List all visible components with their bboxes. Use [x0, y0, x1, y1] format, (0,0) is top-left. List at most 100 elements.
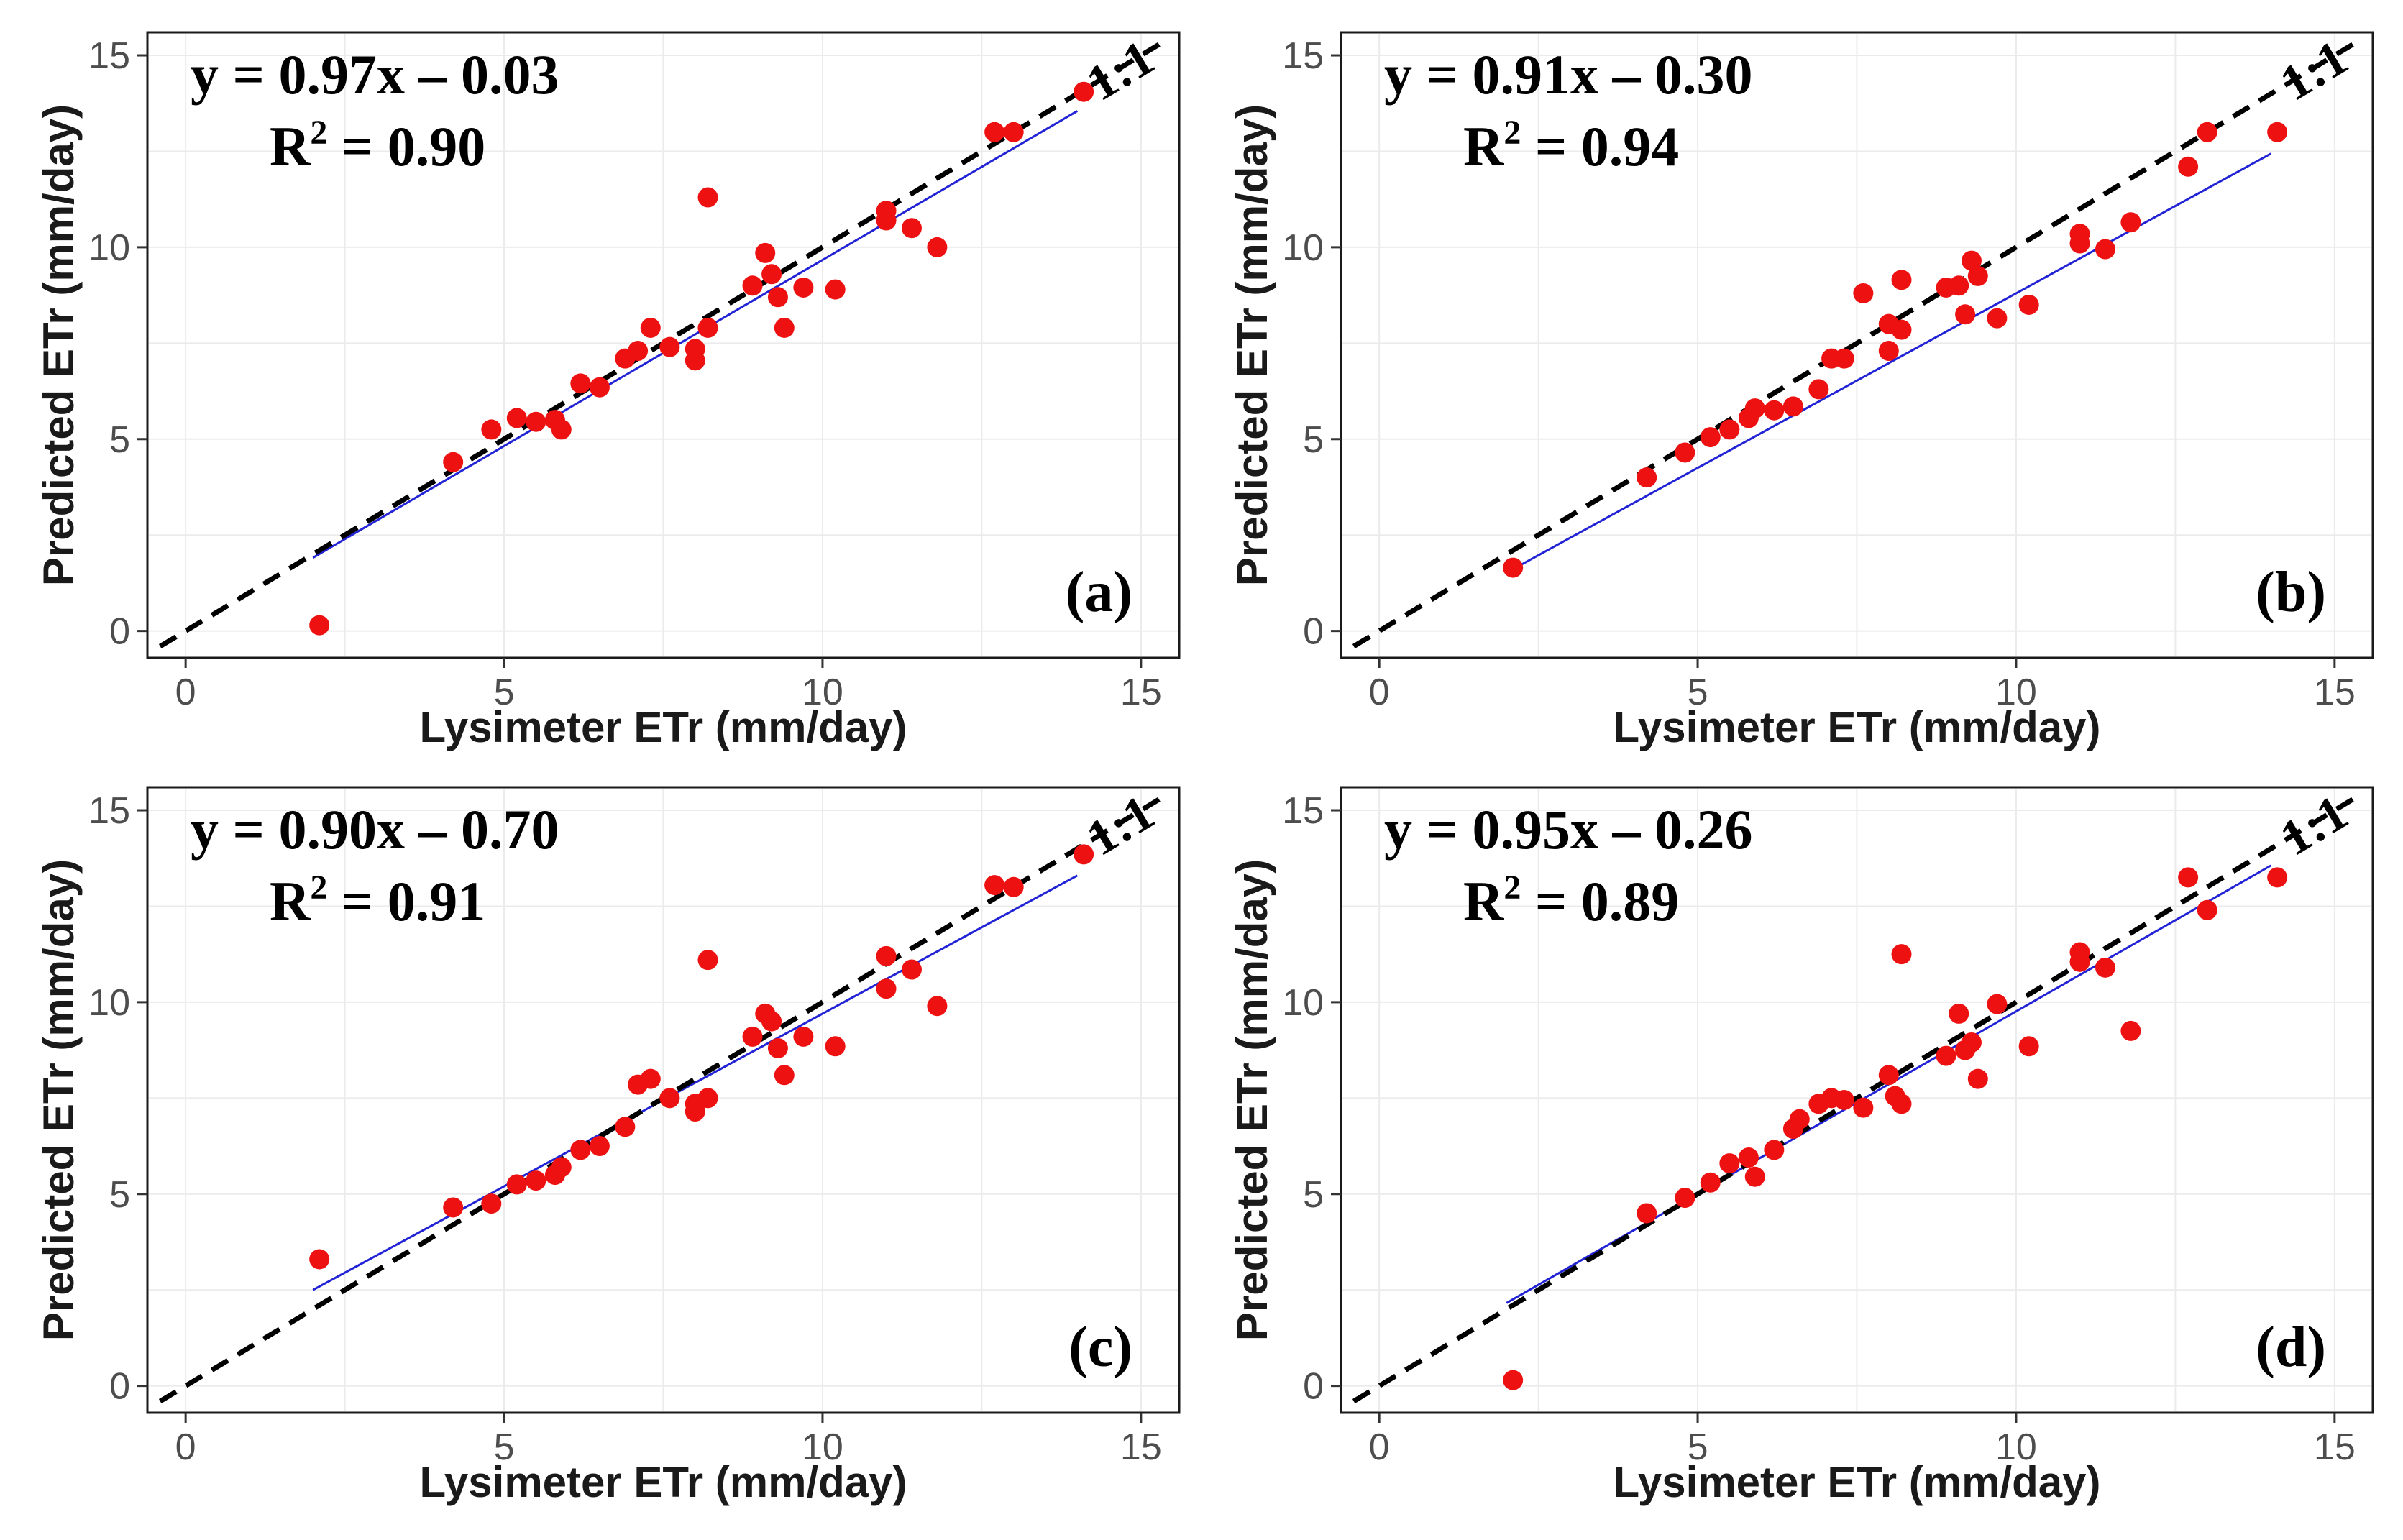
- data-point: [526, 1170, 546, 1191]
- data-point: [659, 1088, 680, 1109]
- data-point: [774, 1065, 795, 1086]
- data-point: [1503, 1370, 1524, 1390]
- data-point: [481, 419, 502, 440]
- data-point: [1834, 1090, 1854, 1110]
- data-point: [2178, 156, 2199, 177]
- data-point: [876, 210, 897, 231]
- x-tick-label: 15: [2314, 1426, 2356, 1468]
- data-point: [2197, 122, 2217, 142]
- data-point: [659, 336, 680, 357]
- data-point: [1700, 1172, 1721, 1193]
- data-point: [1074, 81, 1094, 102]
- y-axis-title: Predicted ETr (mm/day): [35, 104, 83, 586]
- data-point: [589, 1136, 610, 1157]
- data-point: [825, 279, 846, 300]
- data-point: [761, 264, 782, 285]
- r-squared-symbol: R: [1463, 115, 1505, 178]
- data-point: [742, 1026, 763, 1047]
- data-point: [1878, 1065, 1899, 1086]
- r-squared-superscript: 2: [310, 868, 327, 907]
- y-tick-label: 10: [88, 227, 130, 269]
- panel-label: (a): [1066, 561, 1132, 624]
- data-point: [1961, 1032, 1982, 1053]
- x-axis-title: Lysimeter ETr (mm/day): [1613, 703, 2100, 751]
- data-point: [2095, 239, 2115, 260]
- x-axis-title: Lysimeter ETr (mm/day): [1613, 1458, 2100, 1506]
- data-point: [1738, 1147, 1759, 1168]
- data-point: [1987, 308, 2008, 329]
- data-point: [1782, 396, 1803, 417]
- x-tick-label: 5: [494, 672, 515, 713]
- data-point: [443, 1197, 464, 1218]
- panel-label: (b): [2256, 561, 2326, 624]
- data-point: [1936, 1045, 1956, 1066]
- data-point: [1744, 398, 1765, 419]
- data-point: [1955, 304, 1976, 325]
- r-squared-symbol: R: [270, 115, 311, 178]
- x-tick-label: 10: [802, 1426, 843, 1468]
- data-point: [767, 1037, 788, 1058]
- data-point: [1764, 400, 1785, 421]
- x-tick-label: 10: [1995, 672, 2037, 713]
- data-point: [2197, 899, 2217, 920]
- data-point: [640, 317, 661, 338]
- y-tick-label: 0: [1303, 611, 1324, 653]
- y-tick-label: 5: [109, 419, 130, 461]
- r-squared-superscript: 2: [1503, 868, 1521, 907]
- data-point: [1891, 270, 1912, 290]
- data-point: [1891, 319, 1912, 340]
- data-point: [2018, 1036, 2039, 1057]
- data-point: [901, 959, 922, 980]
- x-tick-label: 0: [1369, 672, 1390, 713]
- data-point: [1675, 1188, 1695, 1209]
- r-squared-value: = 0.90: [327, 115, 485, 178]
- y-tick-label: 15: [88, 35, 130, 77]
- data-point: [1744, 1166, 1765, 1187]
- data-point: [615, 1117, 636, 1137]
- r-squared: R2 = 0.91: [270, 868, 485, 932]
- data-point: [2267, 122, 2288, 142]
- data-point: [742, 275, 763, 296]
- data-point: [825, 1036, 846, 1057]
- data-point: [761, 1011, 782, 1032]
- data-point: [1961, 250, 1982, 271]
- data-point: [309, 1249, 330, 1270]
- data-point: [481, 1193, 502, 1214]
- data-point: [1764, 1140, 1785, 1160]
- data-point: [1700, 427, 1721, 448]
- y-axis-title: Predicted ETr (mm/day): [35, 859, 83, 1341]
- data-point: [506, 1174, 527, 1195]
- data-point: [628, 341, 649, 362]
- data-point: [1637, 1203, 1657, 1224]
- regression-line: [1506, 152, 2271, 574]
- data-point: [506, 408, 527, 428]
- data-point: [1853, 283, 1874, 303]
- y-tick-label: 10: [1282, 227, 1324, 269]
- data-point: [1503, 557, 1524, 578]
- x-axis-title: Lysimeter ETr (mm/day): [419, 703, 907, 751]
- data-point: [2095, 957, 2115, 978]
- r-squared-superscript: 2: [1503, 114, 1521, 152]
- panel-label: (c): [1068, 1316, 1132, 1379]
- panel-label: (d): [2256, 1316, 2326, 1379]
- data-point: [1967, 265, 1988, 286]
- data-point: [697, 187, 718, 208]
- regression-equation: y = 0.97x – 0.03: [191, 43, 559, 106]
- y-tick-label: 0: [109, 1366, 130, 1408]
- y-tick-label: 10: [1282, 982, 1324, 1024]
- data-point: [1675, 442, 1695, 463]
- data-point: [685, 339, 705, 359]
- data-point: [2120, 1020, 2141, 1041]
- x-tick-label: 15: [1120, 672, 1162, 713]
- data-point: [1789, 1109, 1810, 1129]
- r-squared-value: = 0.91: [327, 870, 485, 932]
- one-to-one-line: [1352, 42, 2356, 648]
- data-point: [984, 122, 1005, 142]
- data-point: [901, 218, 922, 239]
- data-point: [793, 1026, 814, 1047]
- y-tick-label: 5: [1303, 419, 1324, 461]
